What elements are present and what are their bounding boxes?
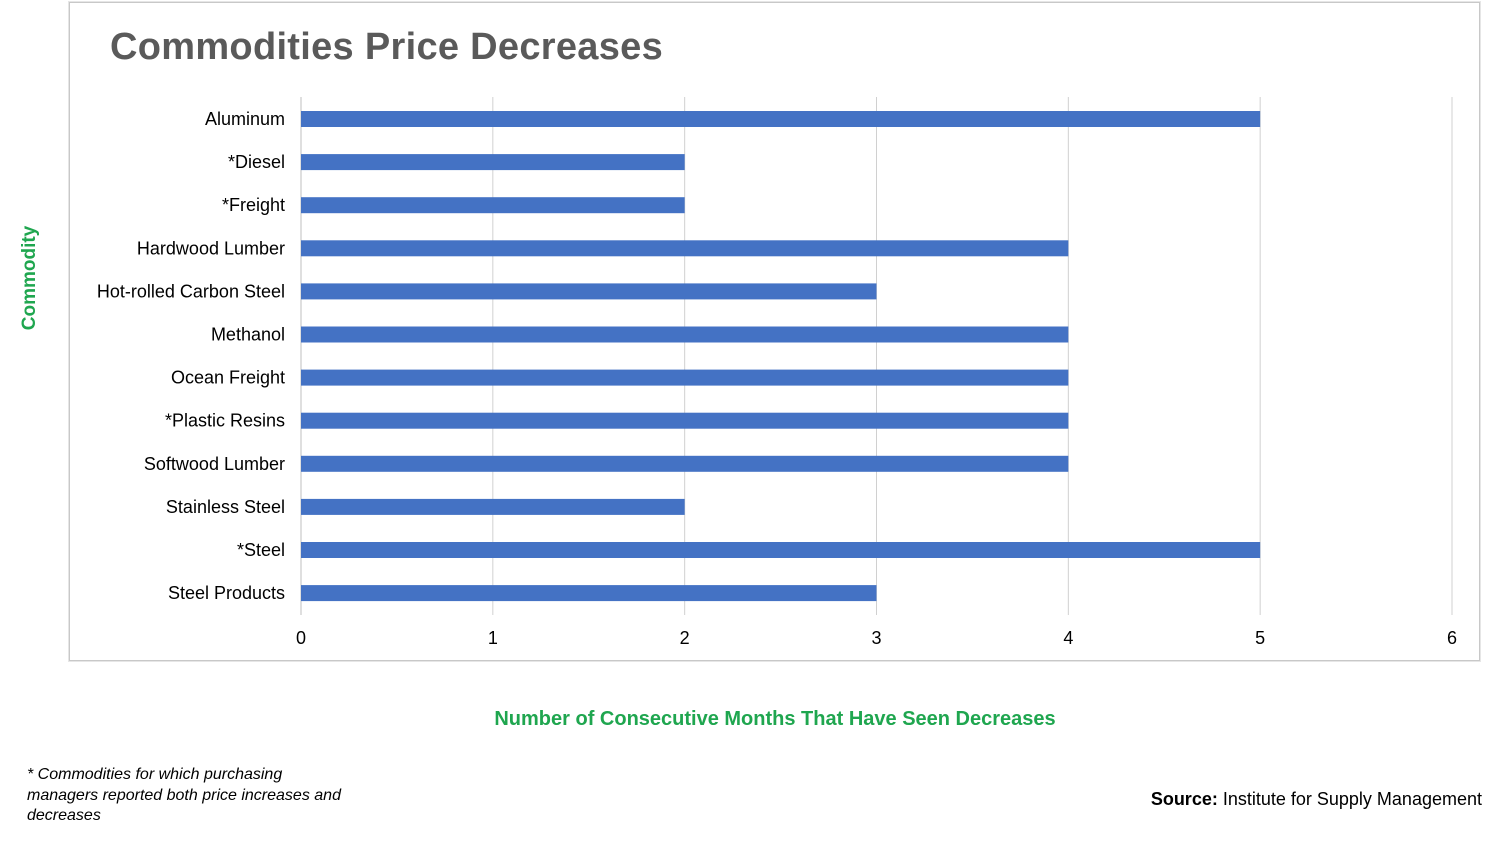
bar	[301, 585, 877, 602]
x-tick-label: 0	[296, 628, 306, 648]
category-label: *Plastic Resins	[165, 411, 285, 431]
category-label: Ocean Freight	[171, 368, 285, 388]
bar	[301, 240, 1069, 257]
x-axis-title: Number of Consecutive Months That Have S…	[494, 708, 1056, 730]
bars	[301, 111, 1261, 602]
bar	[301, 111, 1261, 127]
footnote: * Commodities for which purchasing manag…	[27, 766, 341, 824]
bar	[301, 369, 1069, 386]
category-label: Aluminum	[205, 109, 285, 129]
chart-title: Commodities Price Decreases	[110, 26, 664, 68]
source-line: Source: Institute for Supply Management	[1151, 789, 1482, 810]
category-label: *Steel	[237, 540, 285, 560]
category-label: Hot-rolled Carbon Steel	[97, 281, 285, 301]
bar	[301, 498, 685, 515]
bar	[301, 283, 877, 300]
x-tick-label: 1	[488, 628, 498, 648]
category-label: *Freight	[222, 195, 285, 215]
category-labels: Aluminum *Diesel *Freight Hardwood Lumber Ho…	[97, 109, 285, 603]
x-tick-label: 5	[1255, 628, 1265, 648]
category-label: *Diesel	[228, 152, 285, 172]
source-text: Institute for Supply Management	[1217, 789, 1482, 809]
category-label: Steel Products	[168, 583, 285, 603]
category-label: Methanol	[211, 325, 285, 345]
x-tick-label: 2	[680, 628, 690, 648]
bar	[301, 154, 685, 171]
bar	[301, 326, 1069, 343]
category-label: Softwood Lumber	[144, 454, 285, 474]
gridlines	[300, 97, 1453, 615]
x-tick-label: 6	[1447, 628, 1457, 648]
bar	[301, 455, 1069, 472]
x-tick-label: 3	[871, 628, 881, 648]
x-tick-labels: 0 1 2 3 4 5 6	[296, 628, 1457, 648]
x-tick-label: 4	[1063, 628, 1073, 648]
bar	[301, 197, 685, 214]
bar	[301, 542, 1261, 558]
category-label: Hardwood Lumber	[137, 238, 285, 258]
bar	[301, 412, 1069, 429]
category-label: Stainless Steel	[166, 497, 285, 517]
source-label: Source:	[1150, 789, 1218, 809]
